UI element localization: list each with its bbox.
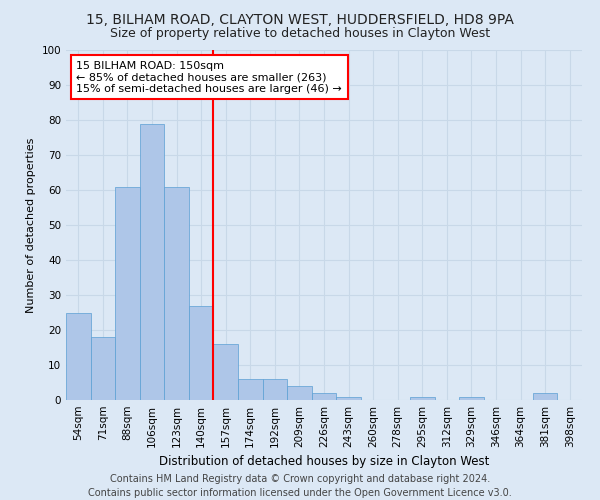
Bar [140, 124, 164, 400]
Bar [312, 393, 336, 400]
Bar [164, 186, 189, 400]
Bar [66, 312, 91, 400]
Text: 15, BILHAM ROAD, CLAYTON WEST, HUDDERSFIELD, HD8 9PA: 15, BILHAM ROAD, CLAYTON WEST, HUDDERSFI… [86, 12, 514, 26]
Bar [115, 186, 140, 400]
Bar [91, 337, 115, 400]
X-axis label: Distribution of detached houses by size in Clayton West: Distribution of detached houses by size … [159, 456, 489, 468]
Bar [336, 396, 361, 400]
Bar [459, 396, 484, 400]
Bar [214, 344, 238, 400]
Bar [533, 393, 557, 400]
Bar [263, 379, 287, 400]
Y-axis label: Number of detached properties: Number of detached properties [26, 138, 36, 312]
Bar [287, 386, 312, 400]
Bar [189, 306, 214, 400]
Text: Contains HM Land Registry data © Crown copyright and database right 2024.
Contai: Contains HM Land Registry data © Crown c… [88, 474, 512, 498]
Bar [410, 396, 434, 400]
Text: Size of property relative to detached houses in Clayton West: Size of property relative to detached ho… [110, 28, 490, 40]
Text: 15 BILHAM ROAD: 150sqm
← 85% of detached houses are smaller (263)
15% of semi-de: 15 BILHAM ROAD: 150sqm ← 85% of detached… [76, 60, 342, 94]
Bar [238, 379, 263, 400]
